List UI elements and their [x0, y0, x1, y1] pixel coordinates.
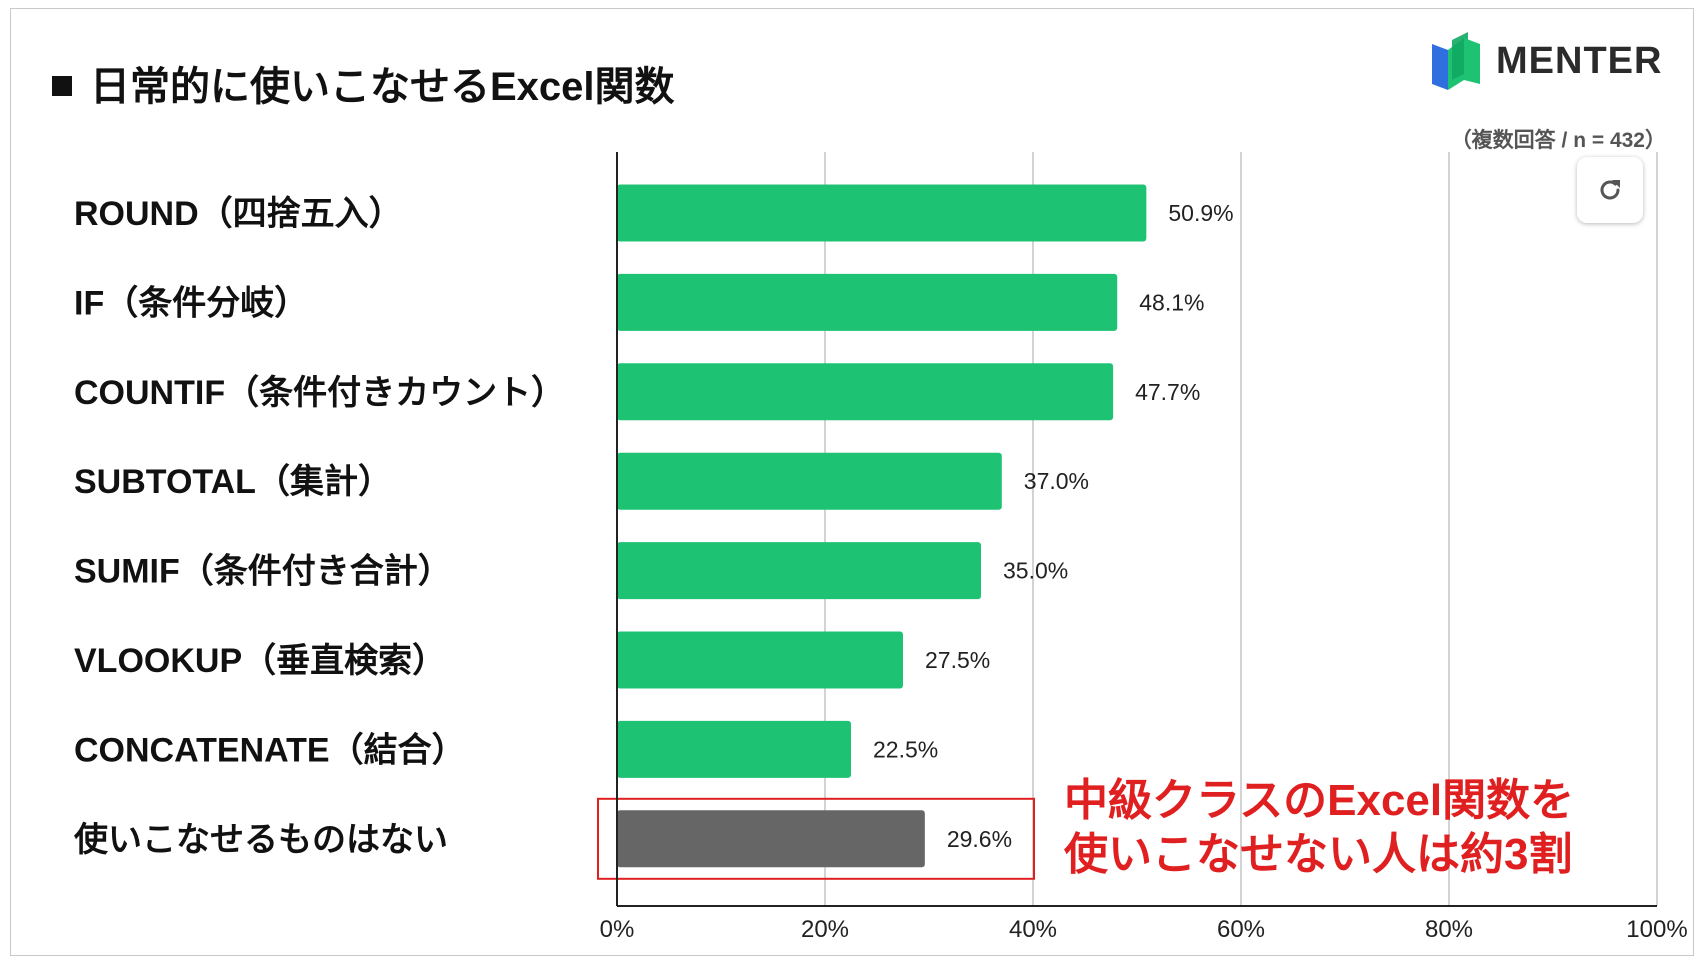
category-label: IF（条件分岐）: [74, 283, 308, 322]
bar: [617, 542, 981, 600]
category-label: SUBTOTAL（集計）: [74, 462, 392, 501]
bar: [617, 184, 1147, 242]
category-label: VLOOKUP（垂直検索）: [74, 641, 446, 680]
highlight-box: [597, 797, 1035, 880]
bar: [617, 720, 851, 778]
page-title: 日常的に使いこなせるExcel関数: [52, 54, 675, 112]
refresh-icon: [1600, 180, 1620, 200]
x-tick-label: 100%: [1626, 916, 1687, 943]
bar-highlight: [617, 810, 925, 868]
data-label: 37.0%: [1024, 468, 1089, 494]
bar: [617, 363, 1114, 421]
callout-line-2: 使いこなせない人は約3割: [1064, 830, 1573, 879]
title-text: 日常的に使いこなせるExcel関数: [90, 65, 675, 109]
data-label: 27.5%: [925, 647, 990, 673]
x-tick-label: 60%: [1217, 916, 1265, 943]
category-label: 使いこなせるものはない: [73, 821, 448, 859]
data-label: 22.5%: [873, 736, 938, 762]
x-tick-label: 80%: [1425, 916, 1473, 943]
title-bullet-icon: [52, 76, 72, 96]
data-label: 50.9%: [1168, 200, 1233, 226]
data-label: 47.7%: [1135, 379, 1200, 405]
refresh-button[interactable]: [1577, 157, 1643, 223]
category-label: CONCATENATE（結合）: [74, 730, 466, 769]
menter-logo-icon: [1432, 32, 1480, 90]
bar: [617, 273, 1118, 331]
x-tick-label: 0%: [600, 916, 635, 943]
callout-line-1: 中級クラスのExcel関数を: [1064, 776, 1575, 825]
data-label: 35.0%: [1003, 558, 1068, 584]
x-tick-label: 20%: [801, 916, 849, 943]
category-label: SUMIF（条件付き合計）: [74, 552, 452, 591]
category-label: COUNTIF（条件付きカウント）: [74, 373, 565, 412]
callout-text: 中級クラスのExcel関数を 使いこなせない人は約3割: [1064, 774, 1574, 882]
bar: [617, 452, 1002, 510]
menter-logo: MENTER: [1428, 26, 1668, 96]
response-note: （複数回答 / n = 432）: [1450, 129, 1666, 152]
category-label: ROUND（四捨五入）: [74, 194, 403, 233]
data-label: 48.1%: [1139, 289, 1204, 315]
logo-text: MENTER: [1496, 40, 1663, 82]
bar: [617, 631, 903, 689]
data-label: 29.6%: [947, 826, 1012, 852]
x-tick-label: 40%: [1009, 916, 1057, 943]
